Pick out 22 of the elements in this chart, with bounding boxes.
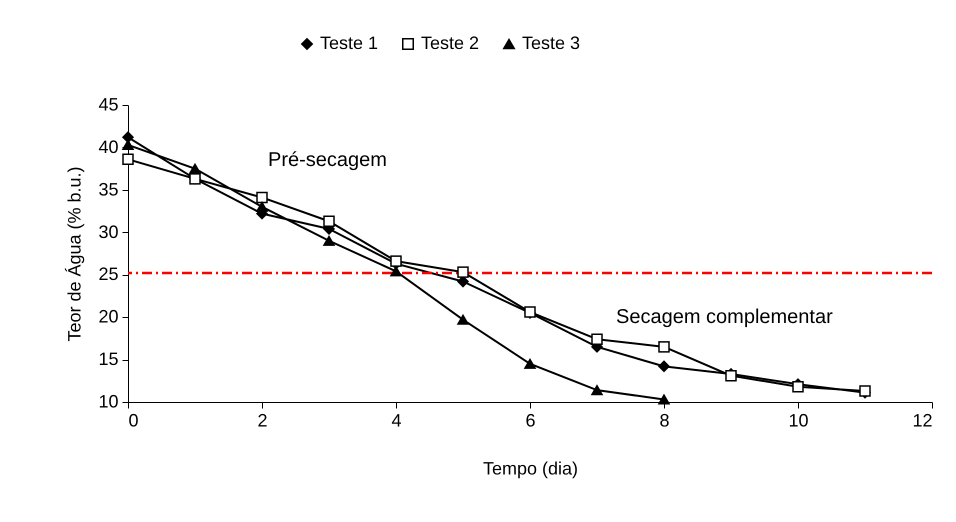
legend-label: Teste 3 (522, 33, 580, 53)
y-tick-label: 25 (98, 264, 118, 284)
y-tick-label: 20 (98, 306, 118, 327)
x-tick-label: 8 (659, 410, 670, 430)
x-tick-label: 0 (128, 410, 139, 430)
y-axis-title: Teor de Água (% b.u.) (64, 166, 84, 342)
x-tick-label: 10 (788, 410, 809, 430)
y-tick-label: 45 (98, 94, 118, 114)
x-tick-label: 6 (525, 410, 536, 430)
x-tick-label: 4 (391, 410, 402, 430)
legend-label: Teste 2 (421, 33, 480, 53)
y-tick-label: 10 (98, 392, 118, 412)
legend-label: Teste 1 (320, 33, 378, 53)
x-axis-title: Tempo (dia) (482, 458, 578, 478)
y-tick-label: 30 (98, 222, 118, 242)
x-tick-label: 2 (257, 410, 268, 430)
annotation: Pré-secagem (268, 149, 387, 171)
x-tick-label: 12 (912, 410, 932, 430)
annotation: Secagem complementar (616, 306, 834, 328)
y-tick-label: 35 (98, 179, 118, 200)
y-tick-label: 15 (98, 349, 118, 370)
y-tick-label: 40 (98, 136, 118, 157)
